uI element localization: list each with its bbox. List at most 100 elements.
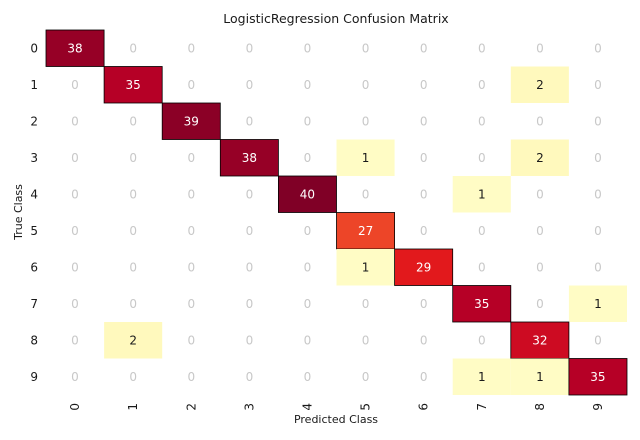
cell-value-9-2: 0 <box>187 370 195 384</box>
cell-value-6-2: 0 <box>187 260 195 274</box>
cell-value-2-0: 0 <box>71 114 79 128</box>
cell-value-8-4: 0 <box>304 333 312 347</box>
y-tick-label-6: 6 <box>30 260 38 274</box>
cell-value-1-6: 0 <box>420 78 428 92</box>
cell-value-1-0: 0 <box>71 78 79 92</box>
cell-value-9-1: 0 <box>129 370 137 384</box>
heatmap-cell-4-7 <box>452 176 511 213</box>
heatmap-cell-9-7 <box>452 358 511 395</box>
cell-value-8-6: 0 <box>420 333 428 347</box>
x-tick-label-5: 5 <box>359 403 373 411</box>
cell-value-0-2: 0 <box>187 41 195 55</box>
cell-value-3-8: 2 <box>536 151 544 165</box>
cell-value-3-2: 0 <box>187 151 195 165</box>
cell-value-7-7: 35 <box>474 297 489 311</box>
cell-value-1-2: 0 <box>187 78 195 92</box>
cell-value-0-5: 0 <box>362 41 370 55</box>
cell-value-0-6: 0 <box>420 41 428 55</box>
cell-value-0-4: 0 <box>304 41 312 55</box>
cell-value-2-4: 0 <box>304 114 312 128</box>
cell-value-2-6: 0 <box>420 114 428 128</box>
cell-value-1-8: 2 <box>536 78 544 92</box>
cell-value-1-7: 0 <box>478 78 486 92</box>
x-tick-label-9: 9 <box>591 403 605 411</box>
cell-value-5-0: 0 <box>71 224 79 238</box>
cell-value-5-8: 0 <box>536 224 544 238</box>
y-tick-label-5: 5 <box>30 224 38 238</box>
cell-value-7-3: 0 <box>246 297 254 311</box>
cell-value-3-5: 1 <box>362 151 370 165</box>
heatmap-cell-2-2 <box>161 102 221 140</box>
cell-value-9-0: 0 <box>71 370 79 384</box>
cell-value-1-4: 0 <box>304 78 312 92</box>
cell-value-9-9: 35 <box>590 370 605 384</box>
cell-value-0-0: 38 <box>67 41 82 55</box>
cell-value-3-3: 38 <box>242 151 257 165</box>
heatmap-cell-7-9 <box>568 285 627 322</box>
heatmap-cell-1-1 <box>103 66 163 104</box>
cell-value-2-2: 39 <box>184 114 199 128</box>
cell-value-2-5: 0 <box>362 114 370 128</box>
cell-value-5-5: 27 <box>358 224 373 238</box>
x-tick-label-4: 4 <box>300 403 314 411</box>
cell-value-7-1: 0 <box>129 297 137 311</box>
cell-value-4-0: 0 <box>71 187 79 201</box>
cell-value-6-1: 0 <box>129 260 137 274</box>
cell-value-7-8: 0 <box>536 297 544 311</box>
cell-value-4-9: 0 <box>594 187 602 201</box>
cell-value-6-0: 0 <box>71 260 79 274</box>
cell-value-0-3: 0 <box>246 41 254 55</box>
cell-value-8-0: 0 <box>71 333 79 347</box>
x-tick-label-3: 3 <box>242 403 256 411</box>
y-tick-label-2: 2 <box>30 114 38 128</box>
cell-value-3-9: 0 <box>594 151 602 165</box>
cell-value-4-3: 0 <box>246 187 254 201</box>
cell-value-4-7: 1 <box>478 187 486 201</box>
heatmap-cell-6-5 <box>336 249 395 286</box>
cell-value-9-8: 1 <box>536 370 544 384</box>
cell-value-4-2: 0 <box>187 187 195 201</box>
x-tick-label-8: 8 <box>533 403 547 411</box>
chart-title: LogisticRegression Confusion Matrix <box>223 11 448 26</box>
cell-value-3-7: 0 <box>478 151 486 165</box>
cell-value-0-8: 0 <box>536 41 544 55</box>
cell-value-9-3: 0 <box>246 370 254 384</box>
cell-value-8-7: 0 <box>478 333 486 347</box>
axis-ticks: 0 1 2 3 4 5 6 7 8 9 0 1 2 3 4 5 6 7 8 9 <box>30 41 605 410</box>
cell-value-5-1: 0 <box>129 224 137 238</box>
cell-value-7-2: 0 <box>187 297 195 311</box>
cell-value-8-5: 0 <box>362 333 370 347</box>
x-axis-label: Predicted Class <box>294 413 378 426</box>
heatmap-cell-6-6 <box>394 248 454 286</box>
cell-value-9-5: 0 <box>362 370 370 384</box>
cell-value-9-4: 0 <box>304 370 312 384</box>
heatmap-cell-8-1 <box>104 322 163 359</box>
y-tick-label-0: 0 <box>30 41 38 55</box>
cell-value-8-9: 0 <box>594 333 602 347</box>
cell-value-6-5: 1 <box>362 260 370 274</box>
cell-value-4-6: 0 <box>420 187 428 201</box>
cell-value-6-8: 0 <box>536 260 544 274</box>
y-axis-label: True Class <box>12 184 25 241</box>
y-tick-label-7: 7 <box>30 297 38 311</box>
y-tick-label-8: 8 <box>30 333 38 347</box>
x-tick-label-0: 0 <box>68 403 82 411</box>
cell-value-5-7: 0 <box>478 224 486 238</box>
y-tick-label-1: 1 <box>30 78 38 92</box>
heatmap-cell-7-7 <box>452 285 512 323</box>
cell-value-2-1: 0 <box>129 114 137 128</box>
heatmap-cell-9-9 <box>568 358 628 396</box>
cell-value-2-7: 0 <box>478 114 486 128</box>
cell-value-8-8: 32 <box>532 333 547 347</box>
heatmap-cell-0-0 <box>45 29 105 67</box>
cell-value-4-1: 0 <box>129 187 137 201</box>
heatmap-cell-8-8 <box>510 321 570 359</box>
cell-value-3-1: 0 <box>129 151 137 165</box>
cell-value-5-9: 0 <box>594 224 602 238</box>
cell-value-5-4: 0 <box>304 224 312 238</box>
heatmap-cells: 38 0 0 0 0 0 0 0 0 0 0 35 0 0 0 0 0 0 2 0 0 0 39 0 0 0 0 0 0 0 0 0 0 38 0 1… <box>45 29 628 396</box>
cell-value-6-9: 0 <box>594 260 602 274</box>
cell-value-4-5: 0 <box>362 187 370 201</box>
cell-value-6-7: 0 <box>478 260 486 274</box>
